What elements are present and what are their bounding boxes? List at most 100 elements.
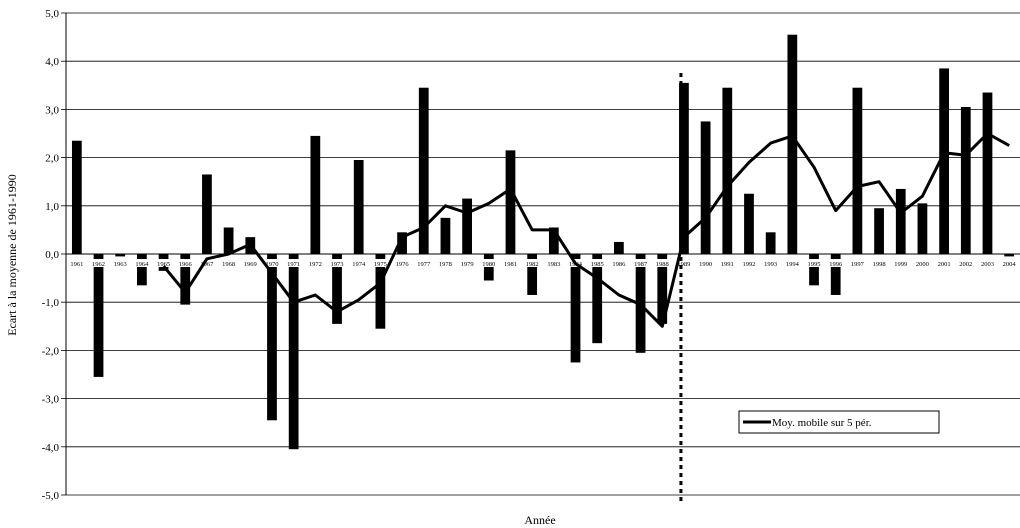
x-tick-label: 1998 [873, 261, 886, 268]
x-tick-label-bg [135, 259, 149, 267]
bar [614, 241, 624, 254]
x-tick-label-bg [70, 259, 84, 267]
bar [830, 254, 841, 295]
x-tick-label-bg [590, 259, 604, 267]
bar [982, 92, 993, 254]
x-tick-label: 1980 [482, 261, 495, 268]
y-tick-label: 1,0 [45, 201, 59, 213]
x-tick-label-bg [438, 259, 452, 267]
bar [375, 254, 386, 329]
bar [527, 254, 538, 295]
bar [288, 254, 299, 450]
x-tick-label: 1961 [70, 261, 83, 268]
x-tick-label-bg [352, 259, 366, 267]
x-tick-label: 2001 [938, 261, 951, 268]
bar [397, 232, 407, 254]
x-tick-label: 1970 [265, 261, 278, 268]
bars [71, 34, 1015, 450]
bar [700, 121, 711, 254]
x-tick-label-bg [742, 259, 756, 267]
y-tick-labels: 5,0 4,0 3,0 2,0 1,0 0,0 -1,0 -2,0 -3,0 -4,0 -5,0 [42, 8, 60, 502]
bar [115, 254, 126, 257]
legend-box [738, 410, 940, 434]
x-tick-label-bg [829, 259, 843, 267]
x-tick-label: 1999 [894, 261, 907, 268]
bar [310, 135, 321, 254]
x-tick-label-bg [980, 259, 994, 267]
x-tick-label: 1973 [331, 261, 344, 268]
x-tick-label: 1978 [439, 261, 452, 268]
x-tick-label: 2002 [959, 261, 972, 268]
x-tick-label-bg [655, 259, 669, 267]
x-tick-label-bg [937, 259, 951, 267]
x-tick-label-bg [113, 259, 127, 267]
x-tick-label-bg [699, 259, 713, 267]
x-tick-label: 1985 [591, 261, 604, 268]
x-tick-label: 1976 [396, 261, 410, 268]
bar [1004, 254, 1015, 257]
y-tick-label: 0,0 [45, 249, 59, 261]
x-tick-label: 1993 [764, 261, 777, 268]
x-tick-label: 2003 [981, 261, 994, 268]
bar [223, 227, 234, 254]
x-tick-label-bg [677, 259, 691, 267]
bar [592, 254, 603, 344]
bar [960, 106, 971, 255]
x-tick-label-bg [222, 259, 236, 267]
bar [180, 254, 191, 305]
x-tick-label: 1997 [851, 261, 865, 268]
x-tick-label-bg [525, 259, 539, 267]
x-tick-label-bg [287, 259, 301, 267]
x-tick-label-bg [547, 259, 561, 267]
y-tick-label: 5,0 [45, 8, 59, 20]
x-tick-label-bg [243, 259, 257, 267]
x-tick-label: 1969 [244, 261, 257, 268]
x-tick-label-bg [460, 259, 474, 267]
bar [809, 254, 819, 286]
x-axis-title: Année [524, 513, 555, 527]
x-tick-label: 1962 [92, 261, 105, 268]
moving-average-line [162, 132, 1010, 328]
x-tick-label: 1972 [309, 261, 322, 268]
bar [852, 87, 863, 255]
x-tick-labels: 1961 1962 1963 1964 1965 1966 1967 1968 1969 1970… [70, 259, 1016, 268]
x-tick-label-bg [915, 259, 929, 267]
x-tick-label: 1975 [374, 261, 387, 268]
bar [505, 150, 516, 254]
x-tick-label: 2000 [916, 261, 929, 268]
legend-label: Moy. mobile sur 5 pér. [772, 417, 872, 429]
y-tick-label: 3,0 [45, 104, 59, 116]
x-tick-label: 1968 [222, 261, 235, 268]
y-axis-title: Ecart à la moyenne de 1961-1990 [5, 174, 19, 336]
bar [939, 68, 949, 255]
y-tick-label: -1,0 [42, 297, 60, 309]
bar [679, 82, 689, 254]
x-tick-label-bg [612, 259, 626, 267]
x-tick-label: 1981 [504, 261, 517, 268]
x-tick-label: 1982 [526, 261, 539, 268]
x-tick-label-bg [764, 259, 778, 267]
bar [744, 193, 754, 254]
bar [462, 198, 472, 254]
x-tick-label: 1966 [179, 261, 193, 268]
y-tick-label: -4,0 [42, 442, 60, 454]
x-tick-label-bg [503, 259, 517, 267]
x-tick-label-bg [720, 259, 734, 267]
x-tick-label-bg [330, 259, 344, 267]
x-tick-label-bg [178, 259, 192, 267]
x-tick-label: 1994 [786, 261, 800, 268]
bar [440, 217, 451, 254]
y-tick-label: 2,0 [45, 153, 59, 165]
y-tick-label: -3,0 [42, 394, 60, 406]
x-tick-label: 1989 [677, 261, 690, 268]
bar [895, 188, 906, 254]
x-tick-label: 2004 [1003, 261, 1017, 268]
x-tick-label: 1983 [547, 261, 560, 268]
x-tick-label-bg [308, 259, 322, 267]
x-tick-label-bg [785, 259, 799, 267]
x-tick-label: 1967 [200, 261, 214, 268]
x-tick-label: 1990 [699, 261, 712, 268]
x-tick-label: 1995 [808, 261, 821, 268]
bar [570, 254, 581, 363]
